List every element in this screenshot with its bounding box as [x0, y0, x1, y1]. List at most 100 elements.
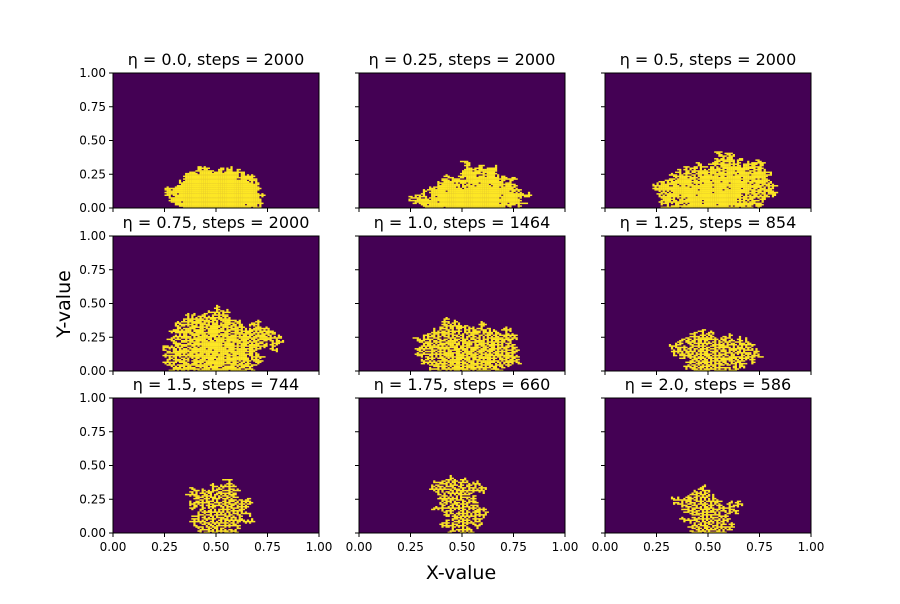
cluster-cell — [253, 333, 255, 335]
cluster-cell — [230, 332, 232, 334]
cluster-cell — [675, 205, 677, 207]
cluster-cell — [720, 199, 722, 201]
cluster-cell — [187, 197, 189, 199]
cluster-cell — [220, 329, 222, 331]
cluster-cell — [247, 333, 249, 335]
cluster-cell — [239, 177, 241, 179]
cluster-cell — [511, 189, 513, 191]
cluster-cell — [722, 180, 724, 182]
cluster-cell — [727, 154, 729, 156]
cluster-cell — [681, 195, 683, 197]
cluster-cell — [478, 178, 480, 180]
cluster-cell — [193, 180, 195, 182]
cluster-cell — [456, 200, 458, 202]
cluster-cell — [204, 172, 206, 174]
cluster-cell — [253, 337, 255, 339]
cluster-cell — [237, 352, 239, 354]
cluster-cell — [167, 188, 169, 190]
cluster-cell — [714, 199, 716, 201]
cluster-cell — [214, 201, 216, 203]
cluster-cell — [720, 204, 722, 206]
cluster-cell — [191, 192, 193, 194]
cluster-cell — [702, 190, 704, 192]
cluster-cell — [241, 177, 243, 179]
cluster-cell — [204, 196, 206, 198]
cluster-cell — [689, 169, 691, 171]
cluster-cell — [757, 178, 759, 180]
cluster-cell — [237, 184, 239, 186]
cluster-cell — [235, 190, 237, 192]
cluster-cell — [191, 335, 193, 337]
cluster-cell — [439, 186, 441, 188]
cluster-cell — [495, 186, 497, 188]
cluster-cell — [679, 169, 681, 171]
cluster-cell — [265, 336, 267, 338]
cluster-cell — [456, 204, 458, 206]
cluster-cell — [230, 343, 232, 345]
cluster-cell — [175, 351, 177, 353]
cluster-cell — [189, 195, 191, 197]
cluster-cell — [766, 174, 768, 176]
cluster-cell — [495, 192, 497, 194]
cluster-cell — [216, 180, 218, 182]
cluster-cell — [724, 188, 726, 190]
cluster-cell — [216, 348, 218, 350]
cluster-cell — [710, 176, 712, 178]
cluster-cell — [235, 339, 237, 341]
cluster-cell — [735, 177, 737, 179]
cluster-cell — [762, 163, 764, 165]
cluster-cell — [208, 331, 210, 333]
cluster-cell — [468, 199, 470, 201]
cluster-cell — [202, 352, 204, 354]
cluster-cell — [200, 363, 202, 365]
cluster-cell — [718, 172, 720, 174]
cluster-cell — [700, 189, 702, 191]
cluster-cell — [185, 173, 187, 175]
cluster-cell — [210, 181, 212, 183]
cluster-cell — [478, 197, 480, 199]
cluster-cell — [175, 193, 177, 195]
cluster-cell — [189, 199, 191, 201]
cluster-cell — [243, 358, 245, 360]
cluster-cell — [675, 204, 677, 206]
cluster-cell — [694, 192, 696, 194]
cluster-cell — [243, 343, 245, 345]
cluster-cell — [762, 201, 764, 203]
cluster-cell — [187, 325, 189, 327]
cluster-cell — [685, 178, 687, 180]
cluster-cell — [673, 201, 675, 203]
cluster-cell — [237, 326, 239, 328]
cluster-cell — [762, 173, 764, 175]
cluster-cell — [257, 328, 259, 330]
cluster-cell — [245, 192, 247, 194]
cluster-cell — [220, 173, 222, 175]
cluster-cell — [247, 181, 249, 183]
cluster-cell — [439, 182, 441, 184]
cluster-cell — [485, 195, 487, 197]
cluster-cell — [214, 173, 216, 175]
cluster-cell — [772, 185, 774, 187]
cluster-cell — [729, 170, 731, 172]
cluster-cell — [665, 192, 667, 194]
cluster-cell — [218, 314, 220, 316]
cluster-cell — [692, 186, 694, 188]
cluster-cell — [228, 356, 230, 358]
cluster-cell — [206, 188, 208, 190]
cluster-cell — [243, 186, 245, 188]
cluster-cell — [507, 205, 509, 207]
cluster-cell — [183, 355, 185, 357]
cluster-cell — [710, 204, 712, 206]
cluster-cell — [218, 335, 220, 337]
cluster-cell — [185, 188, 187, 190]
cluster-cell — [189, 343, 191, 345]
cluster-cell — [197, 349, 199, 351]
cluster-cell — [437, 186, 439, 188]
cluster-cell — [171, 199, 173, 201]
cluster-cell — [495, 181, 497, 183]
cluster-cell — [478, 189, 480, 191]
cluster-cell — [454, 185, 456, 187]
cluster-cell — [741, 184, 743, 186]
cluster-cell — [173, 348, 175, 350]
cluster-cell — [448, 181, 450, 183]
cluster-cell — [235, 193, 237, 195]
